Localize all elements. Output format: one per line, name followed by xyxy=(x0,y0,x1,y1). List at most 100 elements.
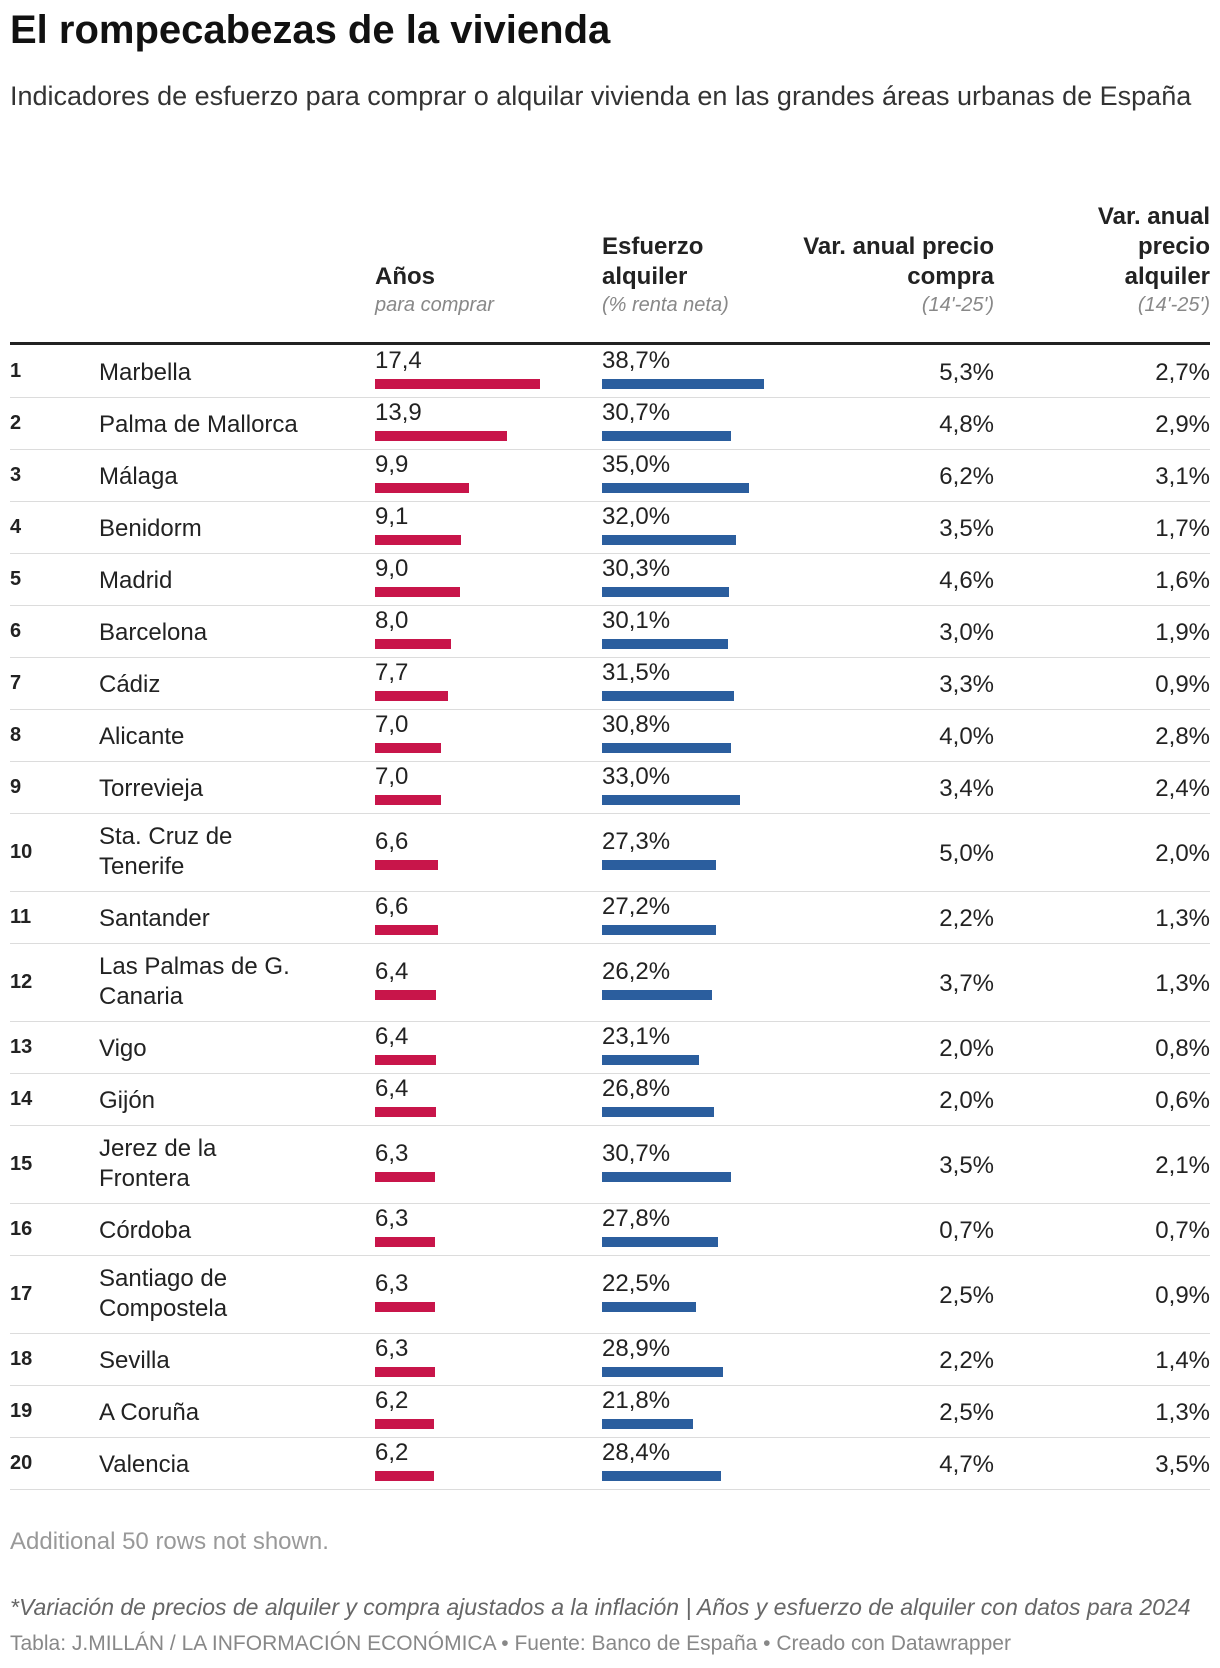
buy-var-value: 3,5% xyxy=(939,1152,994,1179)
row-rank: 20 xyxy=(10,1452,33,1474)
years-label: 6,6 xyxy=(375,893,409,920)
rent-bar xyxy=(602,925,716,935)
rent-bar xyxy=(602,1107,714,1117)
rent-label: 33,0% xyxy=(602,763,671,790)
row-rank: 16 xyxy=(10,1218,33,1240)
rent-label: 30,7% xyxy=(602,399,671,426)
row-rank: 19 xyxy=(10,1400,33,1422)
table-row: 19 A Coruña 6,2 21,8% 2,5% 1,3% xyxy=(10,1386,1210,1438)
buy-var-value: 3,5% xyxy=(939,515,994,542)
header-rent-var[interactable]: Var. anual precio alquiler (14'-25') xyxy=(1070,202,1210,318)
rent-label: 32,0% xyxy=(602,503,671,530)
rent-var-value: 2,0% xyxy=(1155,840,1210,867)
rent-bar xyxy=(602,691,734,701)
years-bar xyxy=(375,1107,436,1117)
rent-var-value: 2,7% xyxy=(1155,359,1210,386)
years-bar xyxy=(375,795,441,805)
buy-var-value: 4,0% xyxy=(939,723,994,750)
row-city: Marbella xyxy=(99,359,192,386)
rent-label: 28,9% xyxy=(602,1335,671,1362)
years-label: 6,2 xyxy=(375,1387,409,1414)
header-rent-var-sub: (14'-25') xyxy=(1137,294,1210,316)
rent-bar xyxy=(602,990,712,1000)
buy-var-value: 6,2% xyxy=(939,463,994,490)
years-label: 9,0 xyxy=(375,555,409,582)
rent-var-value: 3,5% xyxy=(1155,1451,1210,1478)
rent-label: 31,5% xyxy=(602,659,671,686)
table-row: 2 Palma de Mallorca 13,9 30,7% 4,8% 2,9% xyxy=(10,398,1210,450)
header-buy-var[interactable]: Var. anual precio compra (14'-25') xyxy=(780,232,994,318)
rent-bar xyxy=(602,431,731,441)
buy-var-value: 2,0% xyxy=(939,1087,994,1114)
rent-label: 22,5% xyxy=(602,1270,671,1297)
buy-var-value: 5,3% xyxy=(939,359,994,386)
row-rank: 10 xyxy=(10,841,33,863)
rent-var-value: 0,9% xyxy=(1155,671,1210,698)
buy-var-value: 2,5% xyxy=(939,1399,994,1426)
row-city: Valencia xyxy=(99,1451,190,1478)
years-bar xyxy=(375,535,461,545)
years-label: 6,2 xyxy=(375,1439,409,1466)
row-rank: 7 xyxy=(10,672,22,694)
table-row: 13 Vigo 6,4 23,1% 2,0% 0,8% xyxy=(10,1022,1210,1074)
rent-var-value: 1,7% xyxy=(1155,515,1210,542)
buy-var-value: 0,7% xyxy=(939,1217,994,1244)
row-rank: 15 xyxy=(10,1153,33,1175)
buy-var-value: 2,2% xyxy=(939,905,994,932)
rent-bar xyxy=(602,795,740,805)
rent-bar xyxy=(602,535,736,545)
years-label: 8,0 xyxy=(375,607,409,634)
row-city: Málaga xyxy=(99,463,178,490)
rent-var-value: 0,8% xyxy=(1155,1035,1210,1062)
table-row: 11 Santander 6,6 27,2% 2,2% 1,3% xyxy=(10,892,1210,944)
years-label: 6,3 xyxy=(375,1335,409,1362)
row-city: Barcelona xyxy=(99,619,208,646)
rent-bar xyxy=(602,743,731,753)
years-bar xyxy=(375,1471,434,1481)
rent-var-value: 2,1% xyxy=(1155,1152,1210,1179)
buy-var-value: 2,2% xyxy=(939,1347,994,1374)
rent-bar xyxy=(602,379,764,389)
years-label: 6,3 xyxy=(375,1140,409,1167)
table-row: 17 Santiago de Compostela 6,3 22,5% 2,5% 0,9% xyxy=(10,1256,1210,1334)
row-city: Alicante xyxy=(99,723,185,750)
table-row: 18 Sevilla 6,3 28,9% 2,2% 1,4% xyxy=(10,1334,1210,1386)
rent-var-value: 1,3% xyxy=(1155,905,1210,932)
years-bar xyxy=(375,1367,435,1377)
header-rent[interactable]: Esfuerzo alquiler (% renta neta) xyxy=(602,232,752,318)
table-row: 7 Cádiz 7,7 31,5% 3,3% 0,9% xyxy=(10,658,1210,710)
table-row: 1 Marbella 17,4 38,7% 5,3% 2,7% xyxy=(10,346,1210,398)
table-row: 4 Benidorm 9,1 32,0% 3,5% 1,7% xyxy=(10,502,1210,554)
years-label: 7,7 xyxy=(375,659,409,686)
years-bar xyxy=(375,431,507,441)
buy-var-value: 4,7% xyxy=(939,1451,994,1478)
row-rank: 8 xyxy=(10,724,22,746)
header-rent-label: Esfuerzo alquiler xyxy=(602,233,704,290)
rent-var-value: 2,9% xyxy=(1155,411,1210,438)
buy-var-value: 4,6% xyxy=(939,567,994,594)
buy-var-value: 2,0% xyxy=(939,1035,994,1062)
row-city: Madrid xyxy=(99,567,173,594)
rent-label: 26,2% xyxy=(602,958,671,985)
header-years[interactable]: Años para comprar xyxy=(375,262,575,318)
rent-bar xyxy=(602,1172,731,1182)
rent-label: 26,8% xyxy=(602,1075,671,1102)
years-label: 6,4 xyxy=(375,1075,409,1102)
table-row: 15 Jerez de la Frontera 6,3 30,7% 3,5% 2,1% xyxy=(10,1126,1210,1204)
header-buy-var-label: Var. anual precio compra xyxy=(803,233,994,290)
years-bar xyxy=(375,990,436,1000)
row-city: Gijón xyxy=(99,1087,156,1114)
rent-label: 23,1% xyxy=(602,1023,671,1050)
chart-subtitle: Indicadores de esfuerzo para comprar o a… xyxy=(10,81,1192,111)
row-rank: 9 xyxy=(10,776,22,798)
years-bar xyxy=(375,691,448,701)
rent-label: 30,8% xyxy=(602,711,671,738)
rent-var-value: 1,3% xyxy=(1155,1399,1210,1426)
table-row: 8 Alicante 7,0 30,8% 4,0% 2,8% xyxy=(10,710,1210,762)
row-city: Palma de Mallorca xyxy=(99,411,298,438)
rent-var-value: 1,3% xyxy=(1155,970,1210,997)
years-label: 9,9 xyxy=(375,451,409,478)
header-buy-var-sub: (14'-25') xyxy=(921,294,994,316)
row-rank: 13 xyxy=(10,1036,33,1058)
